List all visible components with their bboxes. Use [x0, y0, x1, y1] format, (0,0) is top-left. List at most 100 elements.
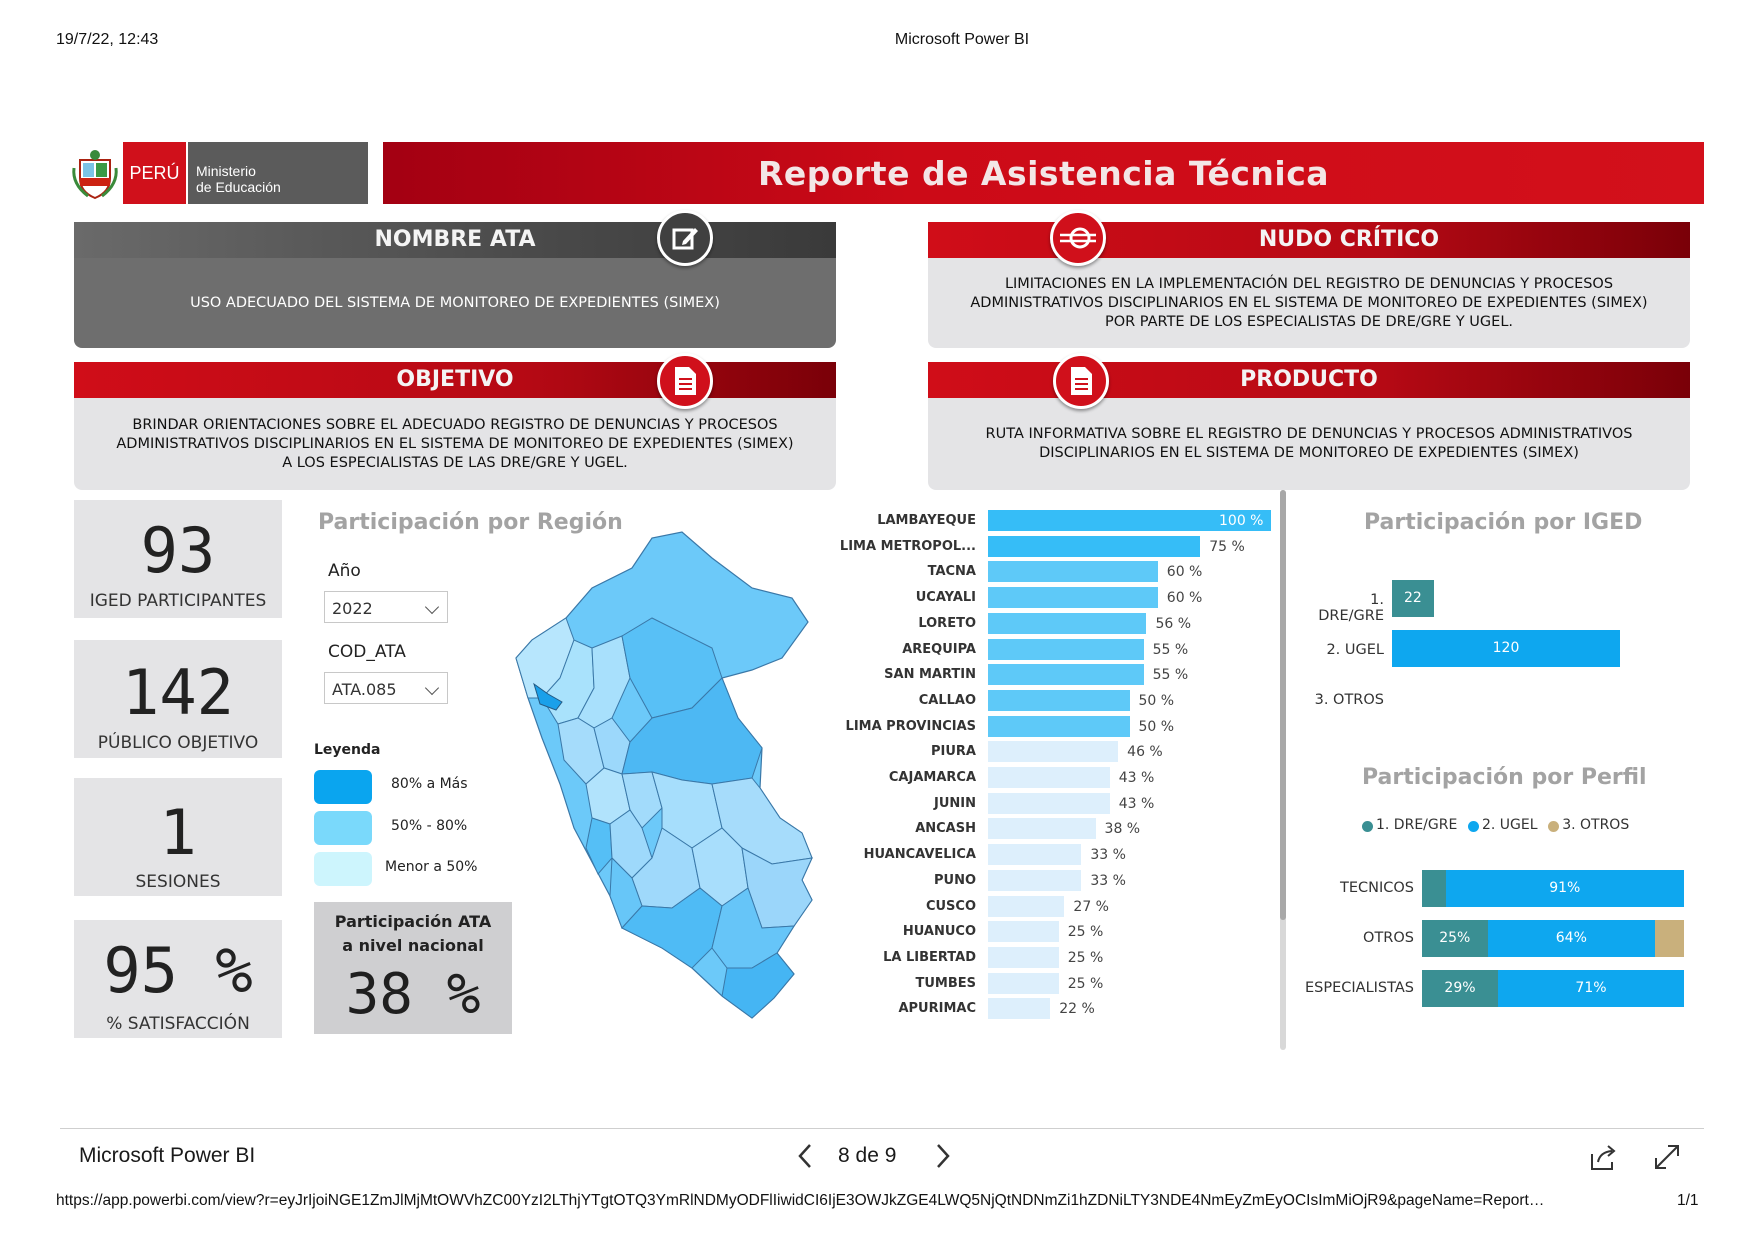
nombre-ata-body: USO ADECUADO DEL SISTEMA DE MONITOREO DE… [74, 258, 836, 348]
region-bar [988, 664, 1144, 686]
bar-region-label: CUSCO [925, 898, 976, 914]
perfil-stacked-chart: TECNICOS 91% OTROS 25% 64% ESPECIALISTAS 29% 71… [1300, 870, 1704, 1020]
producto-header: PRODUCTO [928, 362, 1690, 398]
cod-ata-dropdown[interactable]: ATA.085 [324, 672, 448, 704]
producto-line-2: DISCIPLINARIOS EN EL SISTEMA DE MONITORE… [1039, 445, 1579, 461]
region-bar [988, 946, 1059, 968]
bar-value-label: 60 % [1166, 590, 1203, 607]
region-bar [988, 792, 1110, 814]
ministry-line-2: de Educación [196, 179, 281, 195]
bar-value-label: 22 % [1059, 1001, 1095, 1018]
fullscreen-button[interactable] [1652, 1142, 1682, 1172]
region-bar [988, 535, 1201, 557]
perfil-legend-dot [1548, 821, 1560, 832]
iged-bar [1392, 630, 1620, 667]
nombre-ata-text: USO ADECUADO DEL SISTEMA DE MONITOREO DE… [190, 294, 720, 311]
perfil-segment [1422, 920, 1488, 957]
producto-body: RUTA INFORMATIVA SOBRE EL REGISTRO DE DE… [928, 398, 1690, 490]
bar-value-label: 25 % [1067, 975, 1104, 992]
kpi-label: % SATISFACCIÓN [106, 1014, 250, 1034]
perfil-segment [1422, 870, 1446, 907]
cod-ata-filter-label: COD_ATA [328, 642, 406, 662]
region-bar-chart: LAMBAYEQUE 100 % LIMA METROPOL... 75 % TACNA… [840, 510, 1280, 1030]
footer-divider [60, 1128, 1704, 1129]
product-document-icon [1053, 353, 1109, 409]
perfil-category-label: TECNICOS [1339, 880, 1414, 896]
nudo-critico-body: LIMITACIONES EN LA IMPLEMENTACIÓN DEL RE… [928, 258, 1690, 348]
bar-region-label: PUNO [933, 872, 976, 888]
region-bar [988, 689, 1130, 711]
ministry-label: Ministerio de Educación [188, 142, 368, 204]
region-bar [988, 510, 1271, 531]
perfil-segment-label: 25% [1439, 930, 1471, 946]
region-bar [988, 561, 1158, 583]
kpi-label: PÚBLICO OBJETIVO [97, 733, 259, 753]
bar-chart-scrollbar-thumb[interactable] [1280, 490, 1286, 920]
region-bar [988, 587, 1158, 609]
expand-icon [1655, 1145, 1679, 1169]
share-button[interactable] [1588, 1142, 1618, 1172]
objetivo-line-2: ADMINISTRATIVOS DISCIPLINARIOS EN EL SIS… [116, 435, 794, 452]
national-value: 38 % [345, 962, 481, 1027]
report-title: Reporte de Asistencia Técnica [757, 154, 1330, 193]
previous-page-button[interactable] [794, 1142, 818, 1170]
kpi-iged-participantes: 93 IGED PARTICIPANTES [74, 500, 282, 618]
region-bar [988, 895, 1065, 917]
objetivo-line-1: BRINDAR ORIENTACIONES SOBRE EL ADECUADO … [132, 416, 778, 433]
bar-value-label: 25 % [1067, 924, 1104, 941]
iged-category-label: 1. DRE/GRE [1318, 592, 1384, 624]
region-bar [988, 869, 1082, 891]
legend-swatch-high [314, 770, 372, 804]
next-page-button[interactable] [930, 1142, 954, 1170]
perfil-segment [1445, 870, 1684, 907]
bar-region-label: LORETO [918, 615, 976, 631]
year-dropdown[interactable]: 2022 [324, 591, 448, 623]
bar-region-label: HUANUCO [902, 924, 976, 940]
peru-label: PERÚ [123, 142, 186, 204]
bar-value-label: 50 % [1138, 718, 1175, 735]
kpi-publico-objetivo: 142 PÚBLICO OBJETIVO [74, 640, 282, 758]
region-bar [988, 741, 1119, 763]
perfil-segment [1655, 920, 1684, 957]
iged-chart-title: Participación por IGED [1364, 510, 1643, 535]
region-chart-title: Participación por Región [318, 510, 623, 535]
bar-region-label: HUANCAVELICA [863, 847, 976, 863]
iged-category-label: 2. UGEL [1326, 642, 1384, 658]
bar-value-label: 100 % [1219, 513, 1264, 529]
perfil-segment-label: 64% [1555, 930, 1587, 946]
region-bar [988, 638, 1144, 660]
perfil-segment-label: 91% [1549, 880, 1581, 896]
producto-line-1: RUTA INFORMATIVA SOBRE EL REGISTRO DE DE… [985, 426, 1633, 442]
critical-node-icon [1050, 210, 1106, 266]
bar-value-label: 56 % [1155, 615, 1192, 632]
bar-region-label: SAN MARTIN [884, 667, 976, 683]
bar-region-label: TUMBES [915, 975, 976, 991]
legend-label-low: Menor a 50% [385, 859, 478, 875]
objetivo-body: BRINDAR ORIENTACIONES SOBRE EL ADECUADO … [74, 398, 836, 490]
perfil-category-label: OTROS [1363, 930, 1414, 946]
perfil-legend-dot [1468, 821, 1479, 832]
iged-category-label: 3. OTROS [1314, 692, 1384, 708]
bar-value-label: 50 % [1138, 692, 1175, 709]
peru-region-map[interactable] [512, 528, 852, 1023]
perfil-legend-label: 2. UGEL [1482, 817, 1538, 833]
perfil-legend-label: 1. DRE/GRE [1376, 817, 1458, 833]
region-bar [988, 972, 1059, 994]
powerbi-brand[interactable]: Microsoft Power BI [79, 1144, 256, 1167]
kpi-satisfaccion: 95 % % SATISFACCIÓN [74, 920, 282, 1038]
print-url: https://app.powerbi.com/view?r=eyJrIjoiN… [56, 1192, 1545, 1209]
bar-value-label: 46 % [1127, 744, 1163, 761]
legend-label-high: 80% a Más [391, 776, 468, 792]
share-icon [1591, 1145, 1616, 1170]
chevron-down-icon [424, 680, 440, 696]
region-bar [988, 921, 1059, 943]
edit-icon [657, 210, 713, 266]
kpi-label: IGED PARTICIPANTES [89, 591, 267, 611]
print-datetime: 19/7/22, 12:43 [56, 31, 159, 48]
producto-title: PRODUCTO [1240, 367, 1378, 392]
bar-region-label: LA LIBERTAD [883, 949, 976, 965]
perfil-segment [1497, 970, 1684, 1007]
bar-value-label: 55 % [1152, 641, 1189, 658]
kpi-value: 95 % [103, 934, 253, 1007]
region-bar [988, 715, 1130, 737]
